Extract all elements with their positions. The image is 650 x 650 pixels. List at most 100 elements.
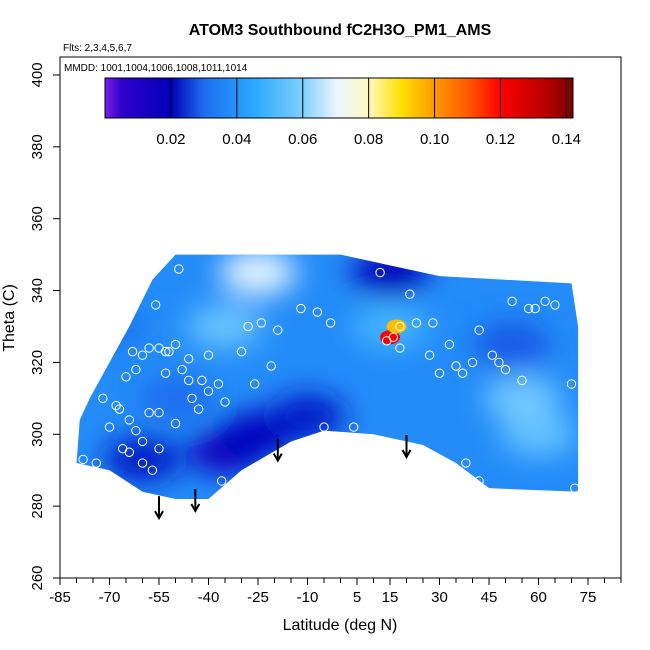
observation-point <box>349 422 359 432</box>
observation-point <box>494 357 504 368</box>
observation-point <box>160 346 171 357</box>
observation-point <box>213 379 224 389</box>
y-tick-label: 260 <box>29 565 46 590</box>
observation-point <box>395 321 405 332</box>
observation-point <box>570 483 580 493</box>
observation-point <box>91 458 102 468</box>
observation-point <box>154 443 164 454</box>
x-tick-label: 75 <box>580 589 597 606</box>
observation-point <box>170 339 181 350</box>
y-tick-label: 300 <box>29 422 46 447</box>
x-tick-label: -85 <box>49 589 71 606</box>
y-axis: 260 280 300 320 340 360 380 400 <box>29 62 60 591</box>
observation-point <box>118 443 128 454</box>
observation-point <box>154 408 164 418</box>
field-patch <box>187 304 263 349</box>
event-arrows <box>154 435 412 521</box>
observation-points <box>78 264 580 508</box>
observation-point <box>530 303 540 314</box>
colorbar-scale <box>104 77 574 119</box>
observation-point <box>540 296 550 307</box>
observation-point <box>507 296 517 307</box>
x-tick-label: 30 <box>431 589 448 606</box>
colorbar-tick-label: 0.08 <box>354 131 383 148</box>
flights-label: Flts: 2,3,4,5,6,7 <box>63 43 132 54</box>
observation-point <box>256 318 266 328</box>
dates-label: MMDD: 1001,1004,1006,1008,1011,1014 <box>64 63 248 74</box>
observation-point <box>500 364 511 375</box>
x-tick-label: 60 <box>530 589 547 606</box>
x-tick-label: 15 <box>382 589 399 606</box>
observation-point <box>474 476 484 486</box>
observation-point <box>187 393 197 404</box>
observation-point <box>250 379 260 389</box>
field-patch <box>104 437 181 482</box>
colorbar: 0.02 0.04 0.06 0.08 0.10 0.12 0.14 <box>104 77 581 148</box>
y-axis-label: Theta (C) <box>1 284 18 352</box>
observation-point <box>118 318 128 328</box>
observation-point <box>444 339 455 350</box>
observation-point <box>550 300 560 310</box>
observation-point <box>451 361 461 371</box>
observation-point <box>236 346 247 357</box>
observation-point <box>319 422 329 432</box>
colorbar-tick-label: 0.10 <box>420 131 449 148</box>
colorbar-tick-label: 0.14 <box>552 131 581 148</box>
observation-point <box>203 350 214 360</box>
observation-point <box>177 364 187 375</box>
observation-point <box>375 267 385 278</box>
y-tick-label: 280 <box>29 494 46 519</box>
x-tick-label: 45 <box>481 589 498 606</box>
x-tick-label: 5 <box>353 589 361 606</box>
observation-point <box>220 397 230 407</box>
y-tick-label: 340 <box>29 278 46 303</box>
observation-point <box>144 343 154 353</box>
observation-point <box>487 350 497 360</box>
y-tick-label: 400 <box>29 62 46 87</box>
x-tick-label: -70 <box>99 589 121 606</box>
x-axis: -85 -70 -55 -40 -25 -10 5 15 30 45 60 75 <box>49 578 622 606</box>
observation-point <box>197 375 207 386</box>
observation-point <box>461 458 471 468</box>
field-patch <box>500 412 577 457</box>
x-tick-label: -55 <box>148 589 170 606</box>
observation-point <box>184 354 194 364</box>
observation-point <box>243 321 253 332</box>
observation-point <box>457 368 468 378</box>
observation-point <box>467 357 478 368</box>
observation-point <box>296 303 306 314</box>
chart-title: ATOM3 Southbound fC2H3O_PM1_AMS <box>189 22 492 39</box>
field-patch <box>137 376 214 421</box>
observation-point <box>395 343 405 353</box>
down-arrow-icon <box>190 488 201 513</box>
colorbar-tick-label: 0.04 <box>222 131 251 148</box>
observation-point <box>474 325 484 335</box>
observation-point <box>184 375 194 386</box>
observation-point <box>517 375 527 386</box>
observation-point <box>137 350 148 360</box>
observation-point <box>405 289 415 299</box>
observation-point <box>266 361 276 371</box>
field-patch <box>220 254 296 295</box>
observation-point <box>124 415 135 425</box>
x-tick-label: -40 <box>198 589 220 606</box>
observation-point <box>170 418 181 429</box>
field-patch <box>352 254 428 295</box>
observation-point <box>174 264 184 274</box>
observation-point <box>114 404 125 414</box>
y-tick-label: 320 <box>29 350 46 375</box>
observation-point <box>111 400 121 411</box>
observation-point <box>127 346 138 357</box>
down-arrow-icon <box>401 435 412 460</box>
observation-point <box>137 436 148 447</box>
y-tick-label: 380 <box>29 134 46 159</box>
observation-point <box>388 332 398 342</box>
field-patch <box>269 394 346 439</box>
observation-point <box>147 497 158 508</box>
x-axis-label: Latitude (deg N) <box>283 617 398 634</box>
colorbar-tick-label: 0.02 <box>156 131 185 148</box>
observation-point <box>78 397 88 407</box>
observation-point <box>98 393 108 404</box>
observation-point <box>312 307 323 317</box>
